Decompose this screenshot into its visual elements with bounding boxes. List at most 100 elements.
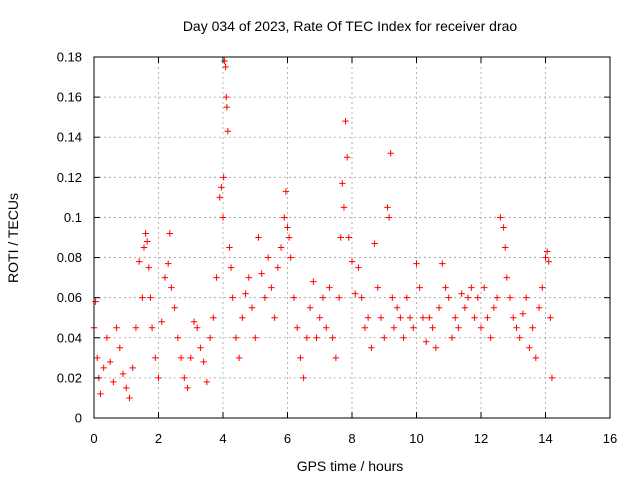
data-point: [152, 354, 159, 362]
data-point: [197, 344, 204, 352]
data-point: [529, 324, 536, 331]
data-point: [545, 258, 552, 265]
data-point: [413, 260, 420, 267]
data-point: [416, 284, 423, 291]
data-point: [248, 304, 256, 311]
data-point: [227, 264, 235, 271]
data-point: [501, 244, 509, 251]
data-point: [510, 314, 517, 321]
data-point: [235, 354, 243, 362]
data-point: [110, 378, 117, 386]
data-point: [166, 230, 173, 237]
data-point: [216, 194, 223, 201]
y-axis-label: ROTI / TECUs: [5, 193, 21, 283]
data-point: [432, 344, 440, 352]
data-point: [222, 63, 229, 71]
data-point: [542, 254, 549, 261]
data-point: [547, 314, 554, 321]
data-point: [464, 294, 472, 301]
x-axis-label: GPS time / hours: [297, 458, 404, 474]
data-point: [147, 294, 154, 301]
data-point: [503, 274, 510, 281]
data-point: [381, 334, 388, 341]
data-point: [474, 294, 481, 301]
data-point: [329, 334, 336, 341]
data-point: [455, 324, 462, 331]
data-point: [148, 324, 156, 331]
data-point: [94, 354, 101, 362]
data-point: [113, 324, 120, 331]
data-point: [213, 274, 220, 281]
y-tick-label: 0.12: [57, 170, 82, 185]
y-tick-label: 0.08: [57, 250, 82, 265]
data-point: [548, 374, 556, 382]
data-point: [487, 334, 494, 341]
data-point: [429, 324, 436, 331]
data-point: [106, 358, 114, 366]
data-point: [135, 258, 143, 265]
data-point: [97, 390, 104, 398]
data-point: [506, 294, 514, 301]
data-point: [300, 374, 307, 382]
data-point: [426, 314, 433, 321]
y-tick-labels: 0 0.02 0.04 0.06 0.08 0.1 0.12 0.14 0.16 0.18: [57, 50, 82, 426]
data-point: [206, 334, 214, 341]
data-point: [513, 324, 520, 331]
data-point: [303, 334, 311, 341]
data-point: [406, 314, 414, 321]
data-point: [364, 314, 372, 321]
data-point: [445, 294, 452, 301]
data-point: [281, 214, 288, 221]
data-point: [158, 318, 165, 325]
data-point: [493, 294, 501, 301]
x-tick-label: 2: [155, 431, 162, 446]
data-point: [184, 384, 191, 392]
data-point: [342, 117, 349, 125]
data-point: [277, 244, 285, 251]
x-tick-label: 8: [348, 431, 355, 446]
data-point: [468, 284, 475, 291]
data-point: [387, 150, 394, 157]
data-point: [310, 278, 317, 285]
data-point: [100, 364, 107, 372]
data-point: [287, 254, 294, 261]
data-point: [223, 103, 231, 111]
data-point: [297, 354, 304, 362]
data-point: [190, 318, 198, 325]
data-point: [140, 244, 148, 251]
data-point: [371, 240, 378, 247]
data-point: [343, 154, 351, 161]
data-point: [374, 284, 381, 291]
data-point: [123, 384, 130, 392]
data-point: [187, 354, 194, 362]
data-point: [139, 294, 146, 301]
y-tick-label: 0.1: [64, 210, 82, 225]
data-point: [203, 378, 211, 386]
data-point: [335, 294, 343, 301]
data-point: [239, 314, 246, 321]
x-tick-label: 6: [284, 431, 291, 446]
y-tick-label: 0: [75, 411, 82, 426]
data-point: [326, 284, 333, 291]
x-tick-label: 10: [409, 431, 423, 446]
data-point: [258, 270, 265, 277]
data-point: [458, 290, 465, 297]
data-point: [516, 334, 523, 341]
axis-ticks: [93, 56, 611, 419]
data-point: [177, 354, 185, 362]
data-point: [385, 214, 393, 221]
data-point: [116, 344, 123, 352]
data-point: [285, 234, 293, 241]
data-point: [174, 334, 182, 341]
data-point: [361, 324, 369, 331]
data-point: [284, 224, 291, 231]
data-point: [543, 248, 551, 255]
data-point: [264, 254, 272, 261]
x-tick-labels: 0 2 4 6 8 10 12 14 16: [90, 431, 617, 446]
data-point: [261, 294, 269, 301]
data-point: [355, 264, 362, 271]
data-point: [306, 304, 314, 311]
data-point: [224, 128, 232, 135]
data-point: [439, 260, 446, 267]
